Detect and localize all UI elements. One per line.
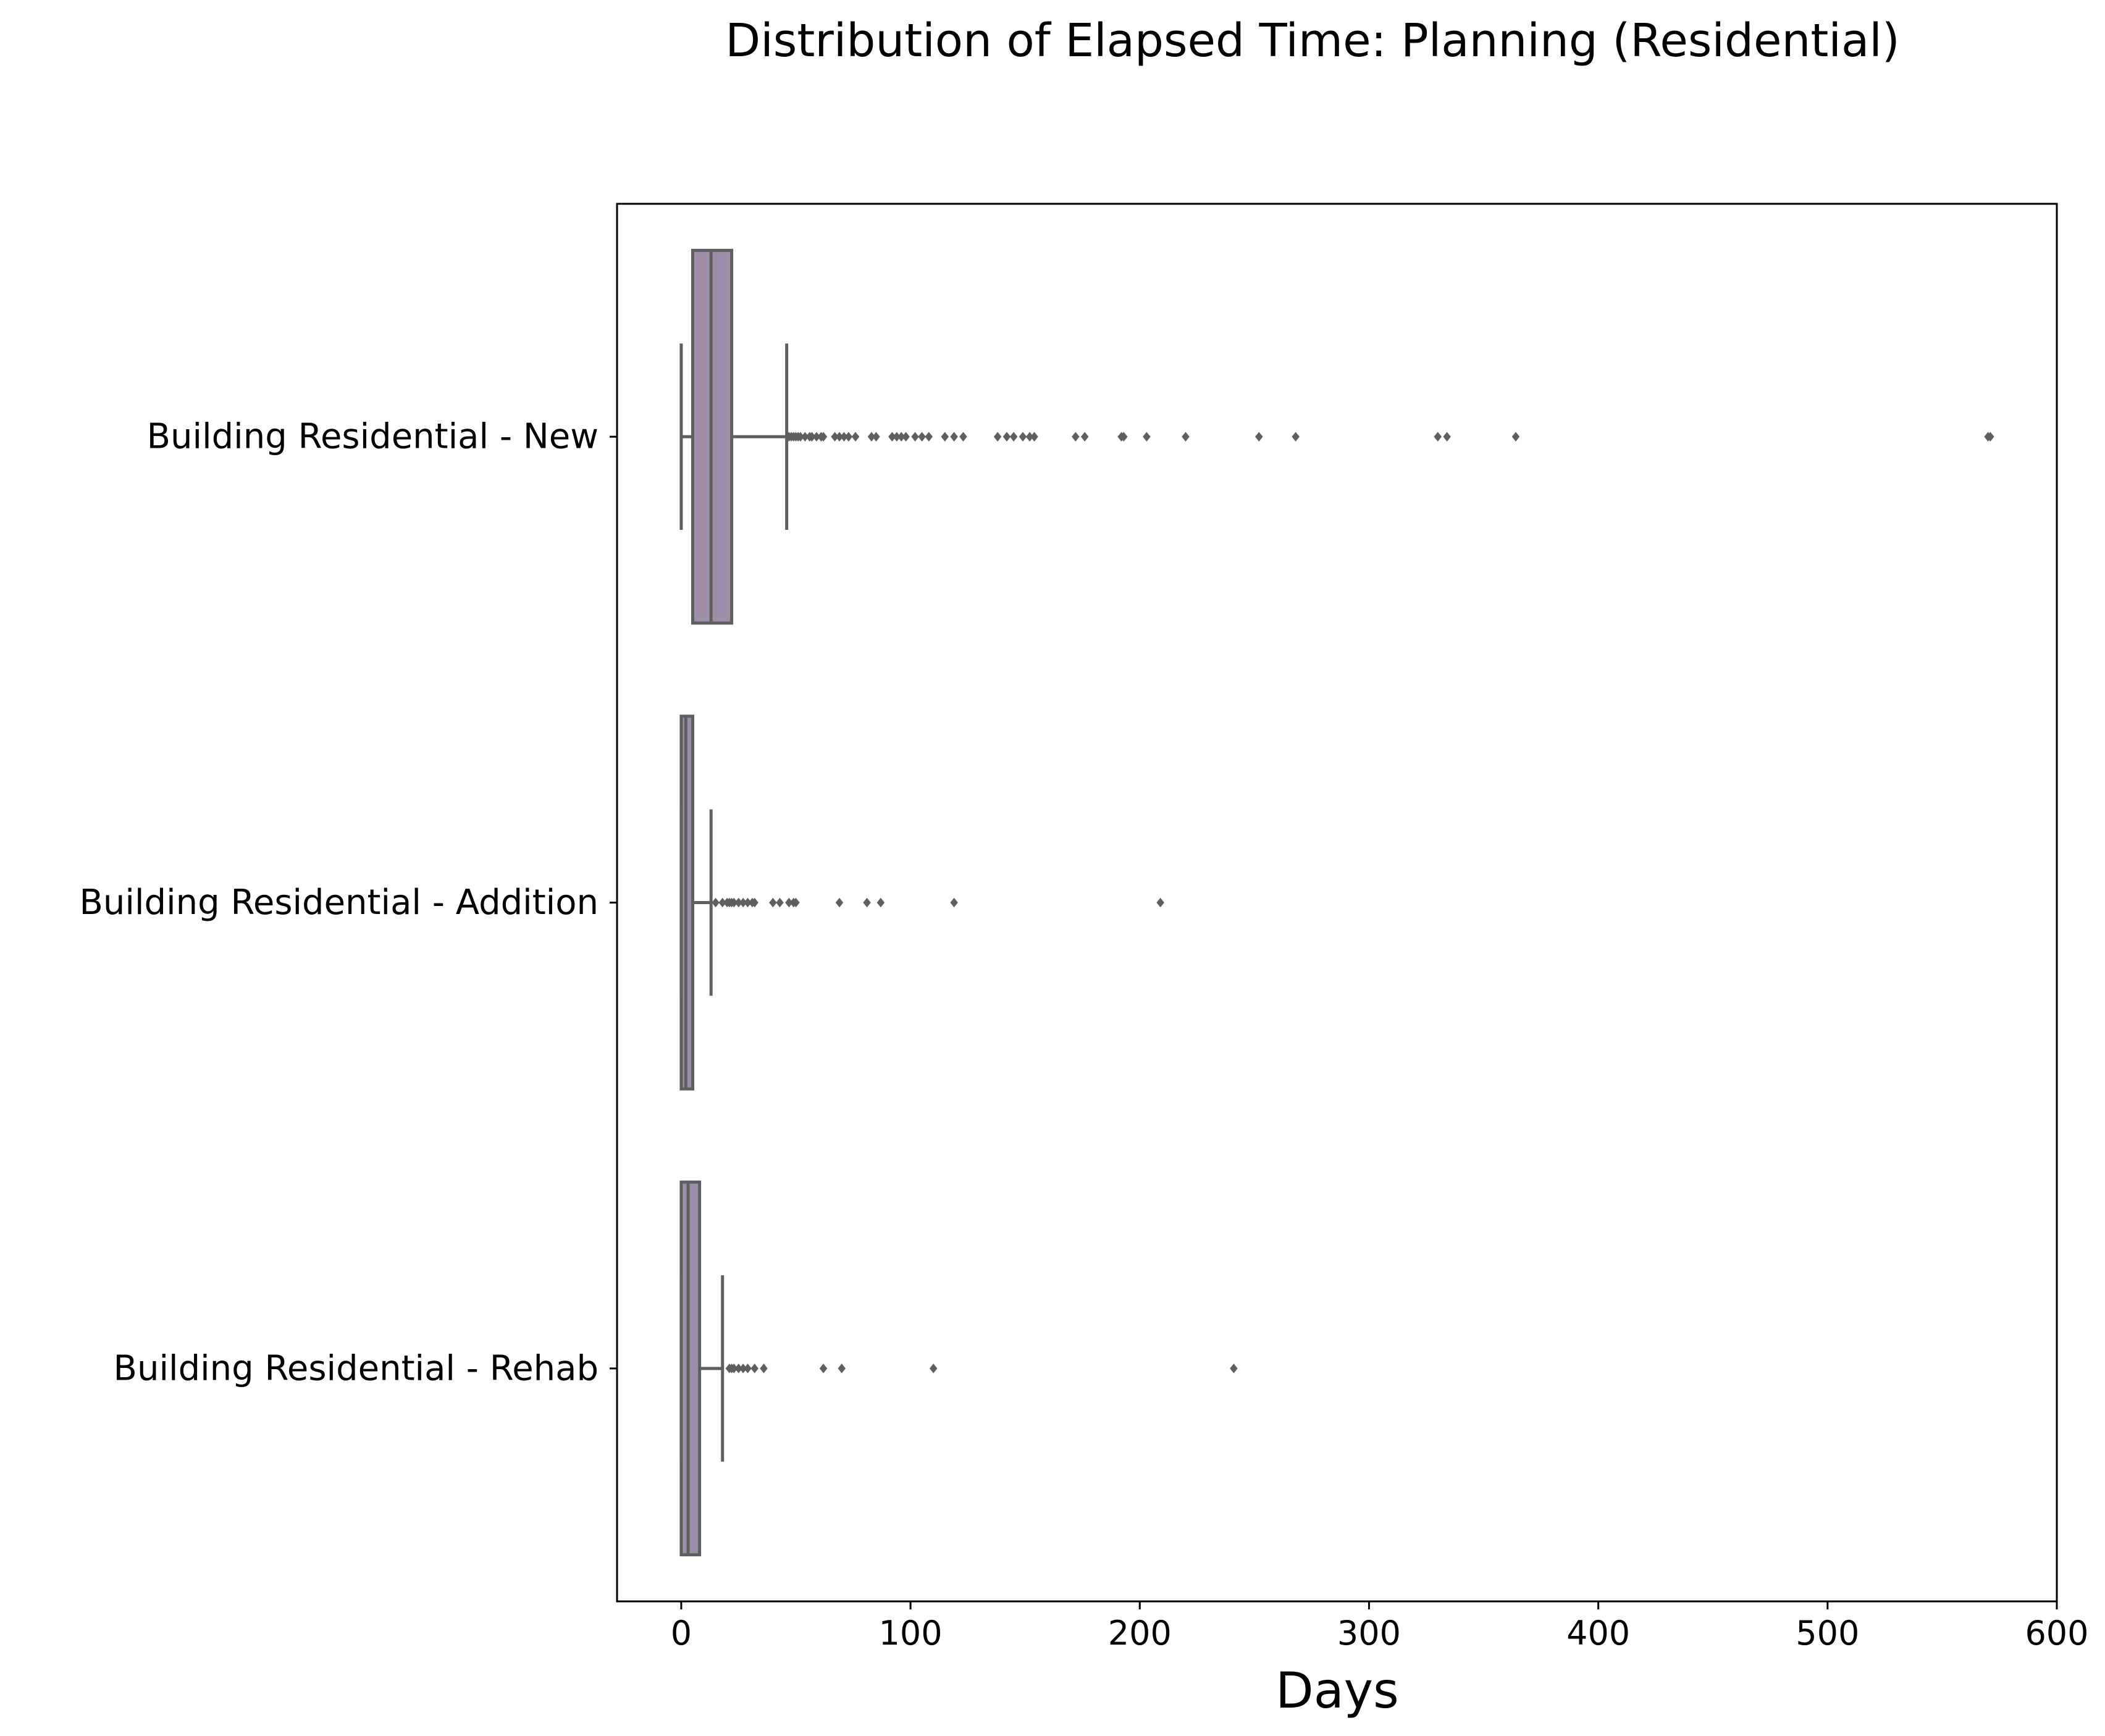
box-iqr xyxy=(679,1180,702,1557)
outlier-point xyxy=(835,897,844,908)
outlier-point xyxy=(1292,432,1300,442)
outlier-point xyxy=(776,897,784,908)
outlier-point xyxy=(959,432,967,442)
outlier-point xyxy=(1072,432,1080,442)
x-tick-label: 0 xyxy=(671,1614,692,1653)
box-group-2 xyxy=(679,1180,1238,1557)
chart-title: Distribution of Elapsed Time: Planning (… xyxy=(725,14,1900,67)
plot-area xyxy=(679,248,1994,1557)
outlier-point xyxy=(819,432,828,442)
outlier-point xyxy=(819,1364,828,1373)
outlier-point xyxy=(712,897,720,908)
box-group-1 xyxy=(679,715,1164,1091)
outlier-point xyxy=(1443,432,1451,442)
x-tick-label: 100 xyxy=(879,1614,943,1653)
outlier-point xyxy=(838,1364,846,1373)
outlier-point xyxy=(1511,432,1520,442)
outlier-point xyxy=(941,432,949,442)
outlier-point xyxy=(925,432,933,442)
outlier-point xyxy=(1230,1364,1238,1373)
outlier-point xyxy=(1182,432,1190,442)
outlier-point xyxy=(1255,432,1263,442)
outlier-point xyxy=(1143,432,1151,442)
outlier-point xyxy=(863,897,871,908)
y-tick-label: Building Residential - Rehab xyxy=(114,1348,599,1388)
outlier-point xyxy=(1002,432,1011,442)
outlier-point xyxy=(1030,432,1038,442)
outlier-point xyxy=(1434,432,1442,442)
outlier-point xyxy=(851,432,860,442)
x-tick-label: 300 xyxy=(1337,1614,1401,1653)
outlier-point xyxy=(760,1364,768,1373)
outlier-point xyxy=(844,432,853,442)
outlier-point xyxy=(950,897,958,908)
box-group-0 xyxy=(679,248,1994,625)
outlier-point xyxy=(918,432,926,442)
outlier-point xyxy=(1009,432,1018,442)
outlier-point xyxy=(876,897,885,908)
outlier-point xyxy=(1080,432,1089,442)
outlier-point xyxy=(750,897,758,908)
y-tick-label: Building Residential - New xyxy=(147,417,599,457)
axes: Building Residential - New Building Resid… xyxy=(80,417,2089,1653)
outlier-point xyxy=(769,897,777,908)
outlier-point xyxy=(929,1364,938,1373)
x-tick-label: 400 xyxy=(1566,1614,1630,1653)
outlier-point xyxy=(1019,432,1027,442)
outlier-point xyxy=(792,897,800,908)
outlier-point xyxy=(750,1364,758,1373)
x-tick-label: 500 xyxy=(1796,1614,1859,1653)
outlier-point xyxy=(911,432,919,442)
x-tick-label: 600 xyxy=(2025,1614,2088,1653)
outlier-point xyxy=(872,432,880,442)
outlier-point xyxy=(1120,432,1128,442)
outlier-point xyxy=(744,1364,752,1373)
plot-frame xyxy=(616,203,2058,1603)
x-tick-label: 200 xyxy=(1108,1614,1172,1653)
outlier-point xyxy=(902,432,910,442)
x-axis-label: Days xyxy=(1275,1662,1399,1719)
outlier-point xyxy=(993,432,1002,442)
y-tick-label: Building Residential - Addition xyxy=(80,883,599,923)
outlier-point xyxy=(1156,897,1164,908)
outlier-point xyxy=(950,432,958,442)
outlier-point xyxy=(1986,432,1994,442)
